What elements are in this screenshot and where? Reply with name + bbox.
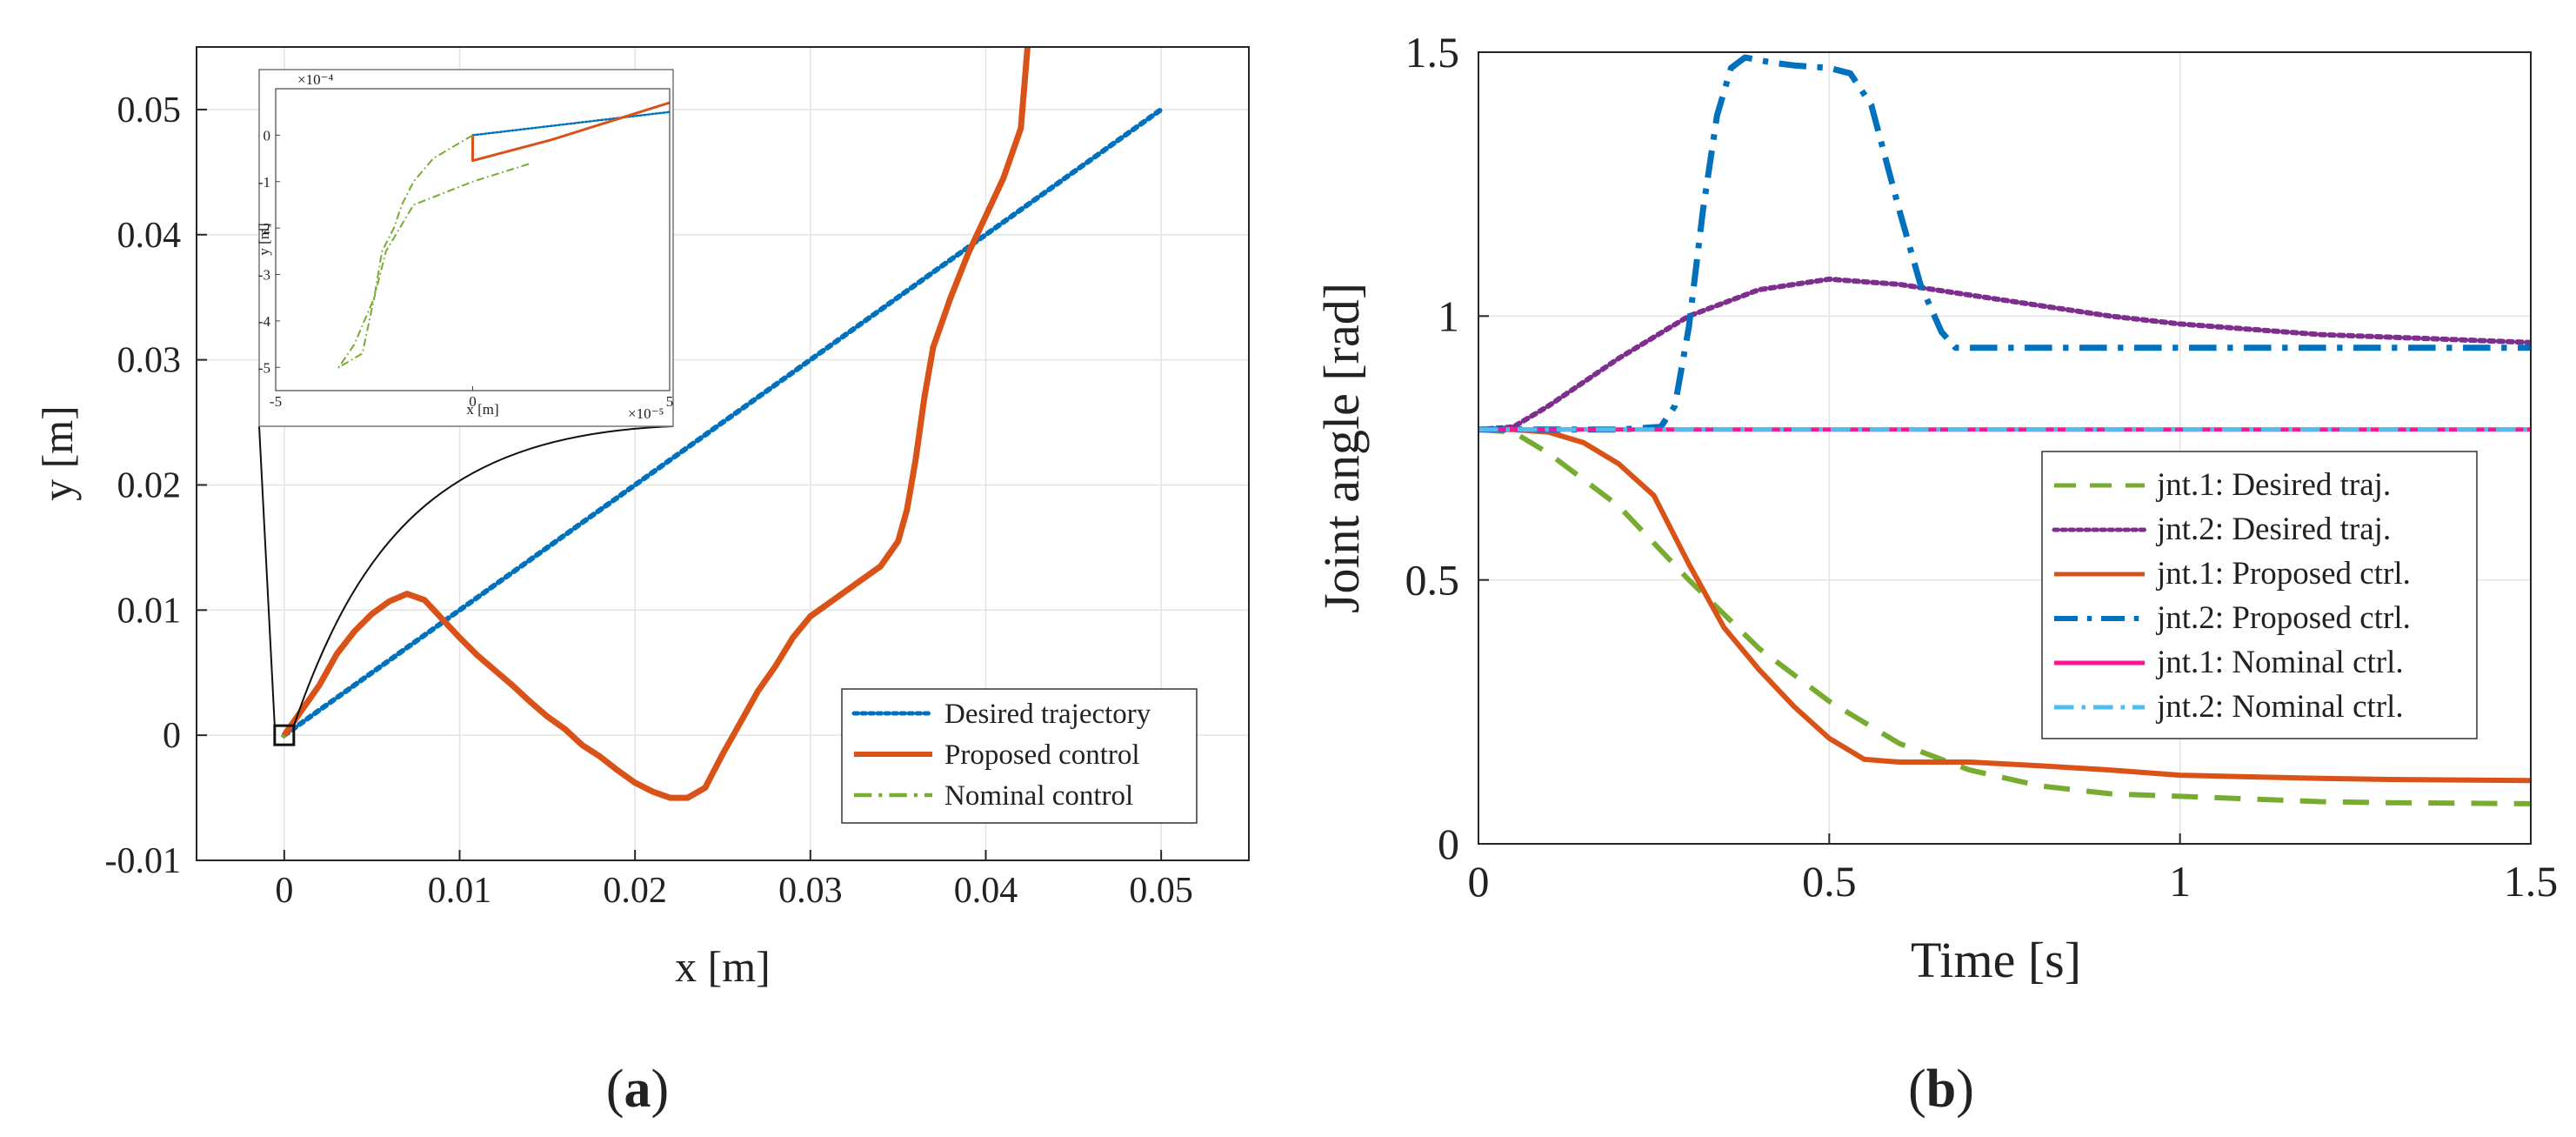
inset-ytick-label: 0 (264, 127, 271, 144)
chart-a-ytick-label: 0.04 (117, 216, 182, 256)
chart-a-xlabel: x [m] (675, 942, 771, 991)
inset-ytick-label: -4 (258, 313, 271, 330)
chart-a-ytick-label: 0.03 (117, 341, 182, 381)
chart-b-legend-box (2041, 451, 2478, 739)
inset-chart: -5 0 5 -5 -4 -3 -2 -1 0 ×10⁻⁴ ×10⁻⁵ x [m] y [m] (256, 69, 674, 427)
chart-b-xtick-label: 1.5 (2504, 857, 2559, 906)
chart-a-frame (196, 46, 1250, 861)
chart-b-ytick-label: 1.5 (1405, 28, 1460, 77)
inset-xlabel: x [m] (466, 401, 498, 418)
chart-a-ytick-label: 0.02 (117, 465, 182, 505)
chart-b: 0 0.5 1 1.5 0 0.5 1 1.5 Time [s] Joint angle [r… (1313, 28, 2558, 1119)
chart-a-xtick-label: 0.02 (603, 871, 667, 911)
chart-b-legend-label: jnt.1: Proposed ctrl. (2155, 556, 2411, 592)
inset-ytick-label: -2 (258, 220, 270, 237)
chart-a-ytick-label: 0 (163, 716, 181, 756)
inset-series-nominal-control (337, 134, 532, 369)
chart-b-series (1478, 54, 2531, 806)
zoom-connector-curve (292, 425, 674, 726)
inset-ytick-label: -3 (258, 267, 270, 284)
chart-a-ylabel: y [m] (33, 405, 82, 501)
inset-x-exponent: ×10⁻⁵ (628, 405, 664, 422)
zoom-region-box (273, 724, 296, 746)
chart-a-legend-label: Proposed control (944, 739, 1140, 771)
zoom-connector-line (258, 425, 276, 726)
chart-b-legend-label: jnt.2: Proposed ctrl. (2155, 600, 2411, 636)
chart-a-xtick-label: 0.03 (778, 871, 843, 911)
chart-a-series-desired-trajectory (281, 106, 1165, 739)
chart-b-legend-label: jnt.2: Desired traj. (2155, 512, 2391, 547)
chart-a-xtick-label: 0.05 (1129, 871, 1193, 911)
chart-b-legend-label: jnt.1: Nominal ctrl. (2155, 645, 2404, 680)
inset-background (258, 69, 674, 427)
chart-b-ytick-label: 1 (1438, 291, 1459, 340)
chart-b-xtick-label: 0.5 (1802, 857, 1857, 906)
inset-xtick-label: -5 (270, 393, 282, 410)
chart-a-series-nominal-control (280, 733, 286, 739)
inset-series (337, 101, 670, 369)
inset-series-proposed-control (471, 101, 670, 163)
chart-a-legend-label: Desired trajectory (944, 699, 1151, 730)
chart-a-ticks: 0 0.01 0.02 0.03 0.04 0.05 -0.01 0 0.01 0.02 0.03 0… (105, 90, 1193, 911)
inset-y-exponent: ×10⁻⁴ (297, 71, 334, 88)
inset-series-desired-trajectory (471, 110, 670, 137)
chart-b-ytick-label: 0 (1438, 819, 1459, 868)
chart-a-legend-label: Nominal control (944, 780, 1133, 812)
inset-xtick-label: 0 (469, 393, 477, 410)
chart-b-ticks: 0 0.5 1 1.5 0 0.5 1 1.5 (1405, 28, 2559, 906)
inset-ytick-label: -5 (258, 359, 270, 376)
chart-b-xtick-label: 0 (1468, 857, 1490, 906)
chart-b-legend-label: jnt.2: Nominal ctrl. (2155, 689, 2404, 725)
chart-a-ytick-label: -0.01 (105, 841, 182, 881)
inset-ylabel: y [m] (256, 223, 272, 255)
inset-xtick-label: 5 (666, 393, 674, 410)
chart-b-series-jnt-2-proposed-ctrl (1478, 54, 2531, 433)
chart-a-legend: Desired trajectory Proposed control Nomina… (841, 688, 1198, 824)
chart-b-xlabel: Time [s] (1911, 932, 2081, 988)
panel-label-a: (a) (606, 1060, 669, 1119)
chart-b-legend: jnt.1: Desired traj. jnt.2: Desired traj.… (2041, 451, 2478, 739)
chart-a-xtick-label: 0 (275, 871, 293, 911)
chart-b-ylabel: Joint angle [rad] (1313, 283, 1370, 613)
chart-b-series-jnt-1-desired-traj (1478, 426, 2531, 806)
chart-b-xtick-label: 1 (2169, 857, 2191, 906)
chart-a-ytick-label: 0.05 (117, 90, 182, 130)
chart-a: 0 0.01 0.02 0.03 0.04 0.05 -0.01 0 0.01 0.02 0.03 0… (33, 46, 1250, 1119)
chart-b-series-jnt-2-desired-traj (1478, 276, 2531, 432)
chart-a-xtick-label: 0.04 (954, 871, 1018, 911)
zoom-connector (258, 425, 674, 746)
chart-b-series-jnt-1-proposed-ctrl (1478, 426, 2531, 784)
chart-b-legend-label: jnt.1: Desired traj. (2155, 467, 2391, 503)
chart-a-ytick-label: 0.01 (117, 591, 182, 631)
chart-b-frame (1478, 51, 2532, 845)
inset-ytick-label: -1 (258, 174, 270, 191)
inset-ticks: -5 0 5 -5 -4 -3 -2 -1 0 (258, 127, 673, 410)
chart-b-ytick-label: 0.5 (1405, 556, 1460, 605)
chart-a-series-proposed-control (281, 47, 1031, 801)
chart-a-xtick-label: 0.01 (428, 871, 492, 911)
chart-a-series (280, 47, 1165, 801)
panel-label-b: (b) (1908, 1060, 1974, 1119)
